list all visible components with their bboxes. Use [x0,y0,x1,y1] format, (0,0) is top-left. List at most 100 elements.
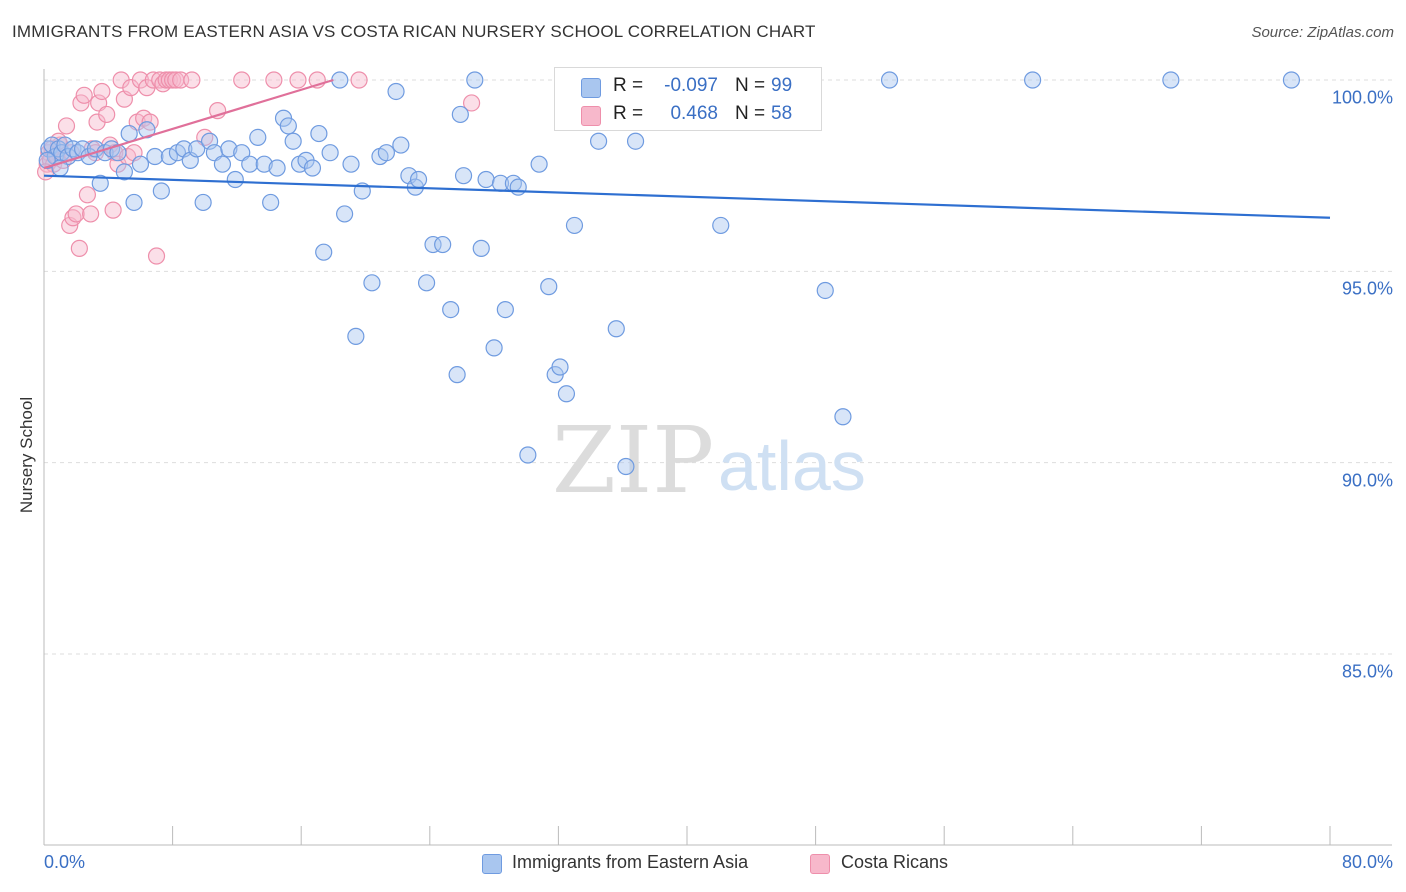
data-point-eastern-asia [387,82,405,101]
legend-n-label: N = [735,75,766,96]
data-point-eastern-asia [509,178,527,196]
trend-lines [43,78,1331,219]
data-point-eastern-asia [262,193,280,212]
data-point-eastern-asia [417,274,436,292]
data-point-costa-ricans [98,105,116,124]
data-point-eastern-asia [424,235,442,254]
data-point-eastern-asia [146,147,164,166]
data-point-eastern-asia [565,216,584,235]
data-point-eastern-asia [347,327,365,345]
data-point-eastern-asia [125,193,143,212]
data-point-costa-ricans [462,94,481,112]
data-point-eastern-asia [115,163,133,181]
data-point-eastern-asia [442,301,460,319]
data-point-eastern-asia [485,339,503,357]
data-point-eastern-asia [279,117,297,135]
data-point-eastern-asia [220,140,238,158]
data-point-eastern-asia [321,144,339,162]
data-point-eastern-asia [188,140,206,158]
x-tick-label-max: 80.0% [1341,852,1393,872]
data-point-eastern-asia [392,136,410,154]
data-point-eastern-asia [472,239,490,257]
y-tick-label: 90.0% [1341,470,1393,491]
legend-swatch-blue [581,78,601,98]
data-point-eastern-asia [454,167,473,185]
data-point-costa-ricans [183,71,201,89]
data-point-eastern-asia [1024,71,1042,89]
legend-n-label: N = [735,103,766,124]
data-point-costa-ricans [265,71,283,89]
legend-r-label: R = [613,103,644,124]
data-point-eastern-asia [434,235,452,254]
data-point-eastern-asia [131,155,150,173]
data-point-eastern-asia [303,159,322,177]
data-point-costa-ricans [67,205,85,223]
data-point-eastern-asia [816,281,834,300]
watermark-atlas: atlas [718,427,866,505]
legend-row-eastern-asia: R = -0.097 N = 99 [555,72,821,100]
data-point-eastern-asia [213,155,232,173]
data-point-eastern-asia [315,243,333,261]
data-point-eastern-asia [363,274,381,292]
data-point-eastern-asia [589,132,608,150]
data-point-costa-ricans [104,201,122,219]
data-point-eastern-asia [466,71,484,89]
data-point-eastern-asia [1162,71,1180,89]
data-point-eastern-asia [38,151,56,169]
data-point-eastern-asia [617,457,635,476]
data-point-costa-ricans [57,117,76,135]
data-point-costa-ricans [350,71,368,89]
data-point-eastern-asia [336,205,354,223]
source-label: Source: ZipAtlas.com [1251,24,1394,41]
data-point-costa-ricans [93,82,111,101]
data-point-eastern-asia [310,124,328,143]
legend-n-value: 58 [771,103,793,124]
data-point-eastern-asia [712,216,730,235]
data-point-eastern-asia [91,174,109,192]
data-point-eastern-asia [834,408,852,426]
data-point-eastern-asia [451,105,469,124]
axes [43,69,1392,846]
data-point-eastern-asia [241,155,259,173]
data-point-eastern-asia [120,124,138,143]
data-point-eastern-asia [226,170,244,189]
data-point-eastern-asia [409,170,428,189]
data-point-eastern-asia [530,155,548,173]
data-point-eastern-asia [331,71,349,89]
data-point-costa-ricans [82,205,100,223]
bottom-legend-eastern-asia: Immigrants from Eastern Asia [512,852,749,872]
data-point-costa-ricans [70,239,88,257]
y-tick-label: 85.0% [1341,661,1393,682]
data-point-eastern-asia [1282,71,1301,89]
legend-row-costa-ricans: R = 0.468 N = 58 [555,100,821,128]
data-point-eastern-asia [448,366,466,384]
data-point-eastern-asia [268,159,286,177]
bottom-legend-swatch-pink [810,854,830,874]
legend-r-value: 0.468 [670,103,718,124]
data-point-eastern-asia [496,301,514,319]
data-point-eastern-asia [255,155,273,173]
data-point-eastern-asia [477,170,495,189]
data-point-eastern-asia [540,278,558,296]
data-point-costa-ricans [75,86,93,104]
trend-line-costa-ricans [43,78,334,170]
y-tick-label: 95.0% [1341,278,1393,299]
legend-r-value: -0.097 [664,75,718,96]
series-eastern-asia-points [38,71,1301,476]
x-tick-label-min: 0.0% [44,852,86,872]
bottom-legend-swatch-blue [482,854,502,874]
correlation-legend: R = -0.097 N = 99 R = 0.468 N = 58 [554,67,822,131]
chart-title: IMMIGRANTS FROM EASTERN ASIA VS COSTA RI… [12,22,816,41]
data-point-eastern-asia [519,446,537,464]
data-point-eastern-asia [194,193,212,212]
data-point-eastern-asia [880,71,899,89]
data-point-costa-ricans [289,71,307,89]
trend-line-eastern-asia [43,174,1331,219]
y-tick-label: 100.0% [1331,87,1393,108]
legend-n-value: 99 [771,75,793,96]
data-point-eastern-asia [557,385,576,403]
data-point-eastern-asia [249,128,267,146]
data-point-eastern-asia [377,144,395,162]
data-point-eastern-asia [160,147,178,166]
